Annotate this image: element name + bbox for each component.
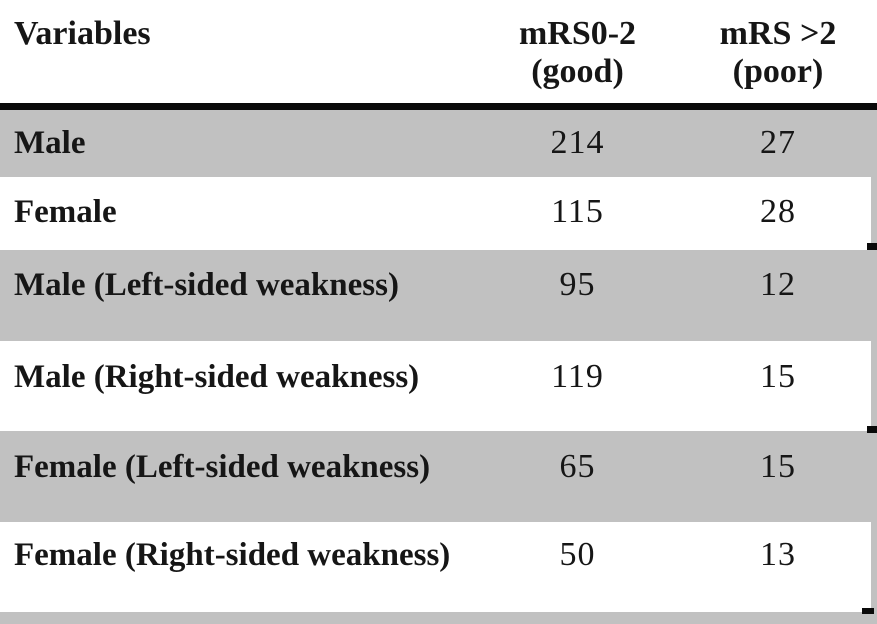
good-count-cell: 50 bbox=[559, 536, 596, 573]
variable-label: Female bbox=[14, 194, 117, 230]
table-row: Male (Left-sided weakness) 95 12 bbox=[0, 250, 877, 341]
column-header-poor: mRS >2 (poor) bbox=[695, 15, 861, 103]
good-count-cell: 95 bbox=[559, 266, 596, 303]
column-header-poor-line2: (poor) bbox=[732, 53, 824, 90]
table-row: Female (Left-sided weakness) 65 15 bbox=[0, 431, 877, 522]
column-header-good: mRS0-2 (good) bbox=[460, 15, 695, 103]
scan-artifact-mark bbox=[867, 243, 877, 250]
poor-count-cell: 12 bbox=[760, 266, 796, 303]
variable-label: Male (Left-sided weakness) bbox=[14, 267, 399, 303]
table-row: Male (Right-sided weakness) 119 15 bbox=[0, 341, 877, 431]
table-row: Female (Right-sided weakness) 50 13 bbox=[0, 522, 877, 612]
variable-label: Female (Right-sided weakness) bbox=[14, 537, 451, 573]
cutoff-next-row-band bbox=[0, 612, 877, 624]
table-header-row: Variables mRS0-2 (good) mRS >2 (poor) bbox=[0, 0, 877, 103]
poor-count-cell: 27 bbox=[760, 124, 796, 161]
table-row: Female 115 28 bbox=[0, 177, 877, 250]
column-header-good-line2: (good) bbox=[531, 53, 624, 90]
header-divider-rule bbox=[0, 103, 877, 110]
good-count-cell: 65 bbox=[559, 448, 596, 485]
poor-count-cell: 13 bbox=[760, 536, 796, 573]
good-count-cell: 119 bbox=[551, 358, 604, 395]
column-header-variables: Variables bbox=[14, 15, 151, 52]
poor-count-cell: 15 bbox=[760, 448, 796, 485]
table-row: Male 214 27 bbox=[0, 110, 877, 177]
header-spacer bbox=[861, 15, 877, 103]
variable-label: Male (Right-sided weakness) bbox=[14, 359, 420, 395]
scan-artifact-mark bbox=[867, 426, 877, 433]
poor-count-cell: 28 bbox=[760, 193, 796, 230]
variable-label: Female (Left-sided weakness) bbox=[14, 449, 431, 485]
scan-artifact-mark bbox=[862, 608, 874, 614]
variable-label: Male bbox=[14, 125, 86, 161]
good-count-cell: 115 bbox=[551, 193, 604, 230]
column-header-poor-line1: mRS >2 bbox=[719, 15, 837, 52]
poor-count-cell: 15 bbox=[760, 358, 796, 395]
column-header-good-line1: mRS0-2 bbox=[518, 15, 637, 52]
good-count-cell: 214 bbox=[550, 124, 605, 161]
right-edge-strip bbox=[871, 110, 877, 624]
